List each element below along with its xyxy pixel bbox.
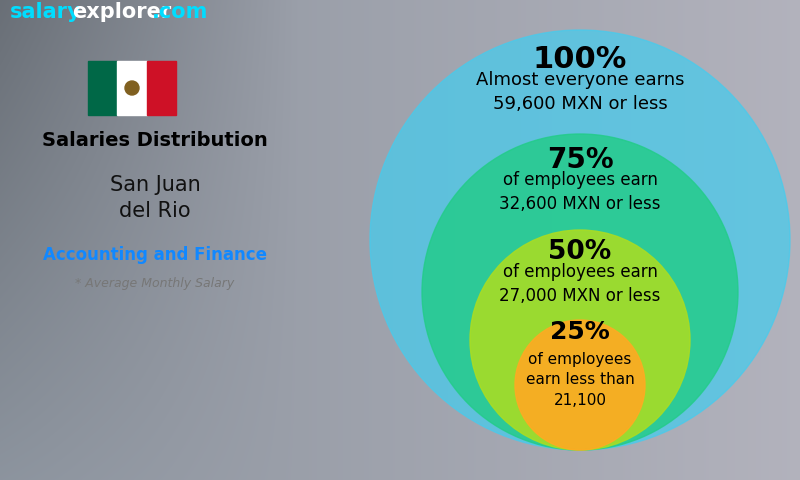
Text: Accounting and Finance: Accounting and Finance bbox=[43, 246, 267, 264]
Circle shape bbox=[370, 30, 790, 450]
Bar bbox=[200, 300, 800, 480]
Text: of employees
earn less than
21,100: of employees earn less than 21,100 bbox=[526, 352, 634, 408]
Text: 100%: 100% bbox=[533, 46, 627, 74]
Bar bbox=[250, 80, 650, 400]
Text: 25%: 25% bbox=[550, 320, 610, 344]
Text: San Juan
del Rio: San Juan del Rio bbox=[110, 175, 200, 221]
Text: salary: salary bbox=[10, 2, 82, 22]
Circle shape bbox=[515, 320, 645, 450]
Bar bbox=[146, 61, 176, 115]
Text: of employees earn
27,000 MXN or less: of employees earn 27,000 MXN or less bbox=[499, 263, 661, 305]
Bar bbox=[0, 0, 180, 200]
Circle shape bbox=[125, 81, 139, 95]
Text: Salaries Distribution: Salaries Distribution bbox=[42, 131, 268, 149]
Circle shape bbox=[470, 230, 690, 450]
Text: explorer: explorer bbox=[72, 2, 171, 22]
Text: Almost everyone earns
59,600 MXN or less: Almost everyone earns 59,600 MXN or less bbox=[476, 71, 684, 113]
Bar bbox=[118, 61, 146, 115]
Text: .com: .com bbox=[152, 2, 208, 22]
Text: * Average Monthly Salary: * Average Monthly Salary bbox=[75, 277, 234, 290]
Circle shape bbox=[422, 134, 738, 450]
Text: 75%: 75% bbox=[546, 146, 614, 174]
Bar bbox=[88, 61, 118, 115]
Text: of employees earn
32,600 MXN or less: of employees earn 32,600 MXN or less bbox=[499, 171, 661, 213]
Text: 50%: 50% bbox=[548, 239, 612, 265]
